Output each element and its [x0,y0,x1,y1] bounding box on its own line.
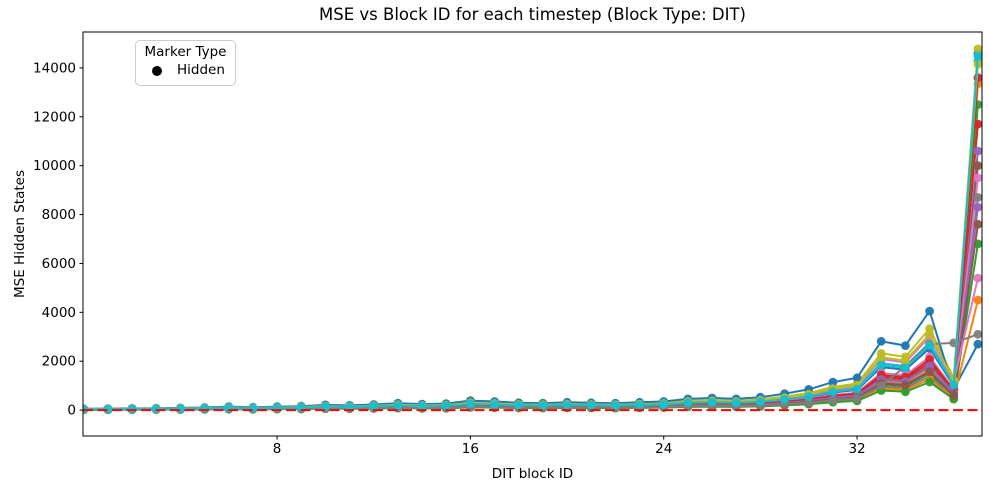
series-timestep-18 [83,59,982,414]
series-timestep-13 [83,73,982,414]
axes-spines [82,31,983,437]
chart-title: MSE vs Block ID for each timestep (Block… [319,5,746,24]
x-tick-label: 32 [848,441,865,457]
y-tick-label: 10000 [33,158,76,174]
series-timestep-1 [83,79,982,414]
series-timestep-2 [83,100,982,414]
series-timestep-4 [83,146,982,414]
x-axis-label: DIT block ID [491,466,574,482]
circle-marker-icon [152,65,162,76]
series-timestep-7 [83,193,982,415]
x-axis: 8 16 24 32 [273,436,866,457]
series-timestep-5 [83,161,982,414]
series-timestep-19 [83,51,982,414]
x-tick-label: 16 [462,441,479,457]
legend-title: Marker Type [144,44,227,60]
series-group [83,44,982,415]
series-timestep-0 [83,48,982,414]
y-tick-label: 14000 [33,60,76,76]
y-tick-label: 8000 [42,207,76,223]
y-axis-label: MSE Hidden States [12,170,28,298]
y-axis: 0 2000 4000 6000 8000 10000 12000 14000 [33,60,83,419]
y-tick-label: 4000 [42,305,76,321]
legend-entry-hidden: Hidden [136,61,235,80]
series-timestep-6 [83,173,982,414]
series-timestep-9 [83,56,982,414]
legend-entry-label: Hidden [177,62,225,78]
series-timestep-16 [83,273,982,414]
y-tick-label: 12000 [33,109,76,125]
legend: Marker Type Hidden [135,40,236,86]
series-timestep-14 [83,202,982,414]
series-timestep-8 [83,44,982,414]
x-tick-label: 24 [655,441,672,457]
x-tick-label: 8 [273,441,282,457]
series-timestep-3 [83,119,982,414]
y-tick-label: 2000 [42,354,76,370]
y-tick-label: 6000 [42,256,76,272]
y-tick-label: 0 [67,403,76,419]
